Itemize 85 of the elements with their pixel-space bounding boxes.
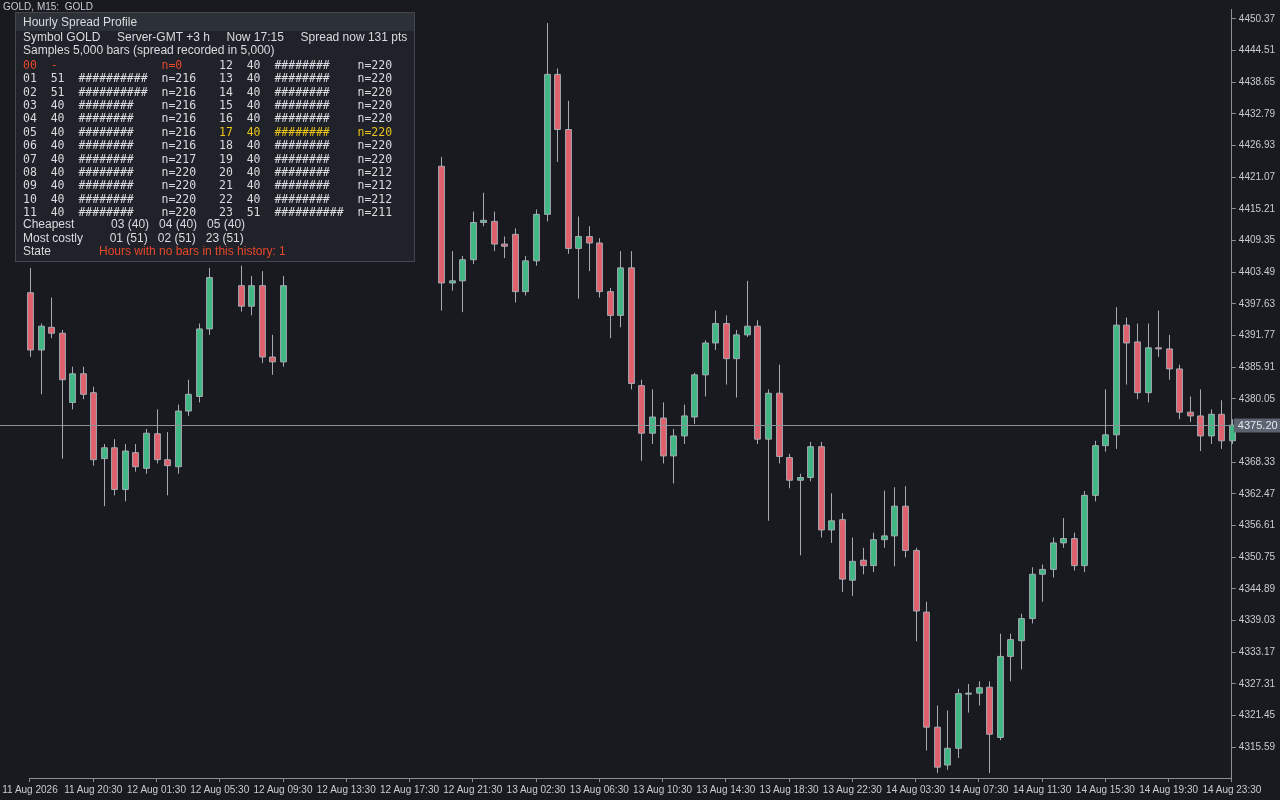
x-tick-label: 13 Aug 22:30 [822,783,883,795]
candlestick [80,366,87,400]
x-tick-label: 12 Aug 01:30 [127,783,187,795]
annotation: 16 40 ######## n=220 [219,111,393,126]
candlestick [786,453,793,489]
y-tick-label: 4321.45 [1238,709,1276,721]
x-tick-label: 13 Aug 10:30 [633,783,693,795]
annotation: 19 40 ######## n=220 [219,151,393,166]
x-tick-label: 14 Aug 19:30 [1139,783,1199,795]
annotation: 10 40 ######## n=220 [23,191,198,206]
annotation: Samples 5,000 bars (spread recorded in 5,000) [22,43,276,58]
x-tick-label: 12 Aug 21:30 [443,783,503,795]
candlestick [797,473,804,556]
x-tick-label: 13 Aug 14:30 [696,783,756,795]
y-tick-label: 4380.05 [1238,392,1276,404]
x-tick-label: 14 Aug 23:30 [1202,783,1262,795]
y-tick-label: 4350.75 [1238,550,1276,562]
x-tick-label: 12 Aug 13:30 [316,783,377,795]
y-tick-label: 4356.61 [1238,519,1276,531]
y-tick-label: 4327.31 [1238,677,1276,689]
y-tick-label: 4415.21 [1238,202,1276,214]
annotation: 14 40 ######## n=220 [219,84,393,99]
annotation: 04 40 ######## n=216 [23,111,198,126]
annotation: 20 40 ######## n=212 [219,164,393,179]
annotation: 05 40 ######## n=216 [23,124,198,139]
annotation: Most costly 01 (51) 02 (51) 23 (51) [22,230,244,246]
annotation: State [23,244,52,259]
x-tick-label: 14 Aug 15:30 [1075,783,1136,795]
y-tick-label: 4397.63 [1238,297,1276,309]
ref-line-label: 4375.20 [1237,418,1278,431]
x-tick-label: 12 Aug 17:30 [380,783,440,795]
x-tick-label: 12 Aug 05:30 [190,783,250,795]
y-tick-label: 4409.35 [1238,234,1276,246]
annotation: Cheapest 03 (40) 04 (40) 05 (40) [22,217,247,232]
annotation: 13 40 ######## n=220 [219,71,393,86]
annotation: 12 40 ######## n=220 [219,57,393,72]
y-tick-label: 4333.17 [1238,646,1276,657]
chart-title: GOLD, M15: GOLD [3,1,94,12]
candlestick [1007,633,1014,682]
candlestick [575,216,582,300]
annotation: 00 - n=0 [23,57,184,72]
y-tick-label: 4421.07 [1238,170,1276,182]
annotation: Symbol GOLD Server-GMT +3 h Now 17:15 Spread now 131 pts [22,30,409,45]
annotation: 15 40 ######## n=220 [219,97,393,112]
y-tick-label: 4315.59 [1238,741,1276,752]
y-tick-label: 4450.37 [1238,12,1276,24]
y-tick-label: 4444.51 [1238,44,1276,56]
x-tick-label: 14 Aug 11:30 [1012,783,1072,795]
y-tick-label: 4403.49 [1238,265,1276,277]
y-tick-label: 4368.33 [1238,455,1276,467]
annotation: 07 40 ######## n=217 [23,151,198,166]
x-tick-label: 11 Aug 20:30 [64,783,123,795]
annotation: 06 40 ######## n=216 [23,138,198,153]
annotation: 01 51 ########## n=216 [23,71,198,86]
annotation: 17 40 ######## n=220 [219,124,393,139]
x-tick-label: 12 Aug 09:30 [253,783,313,795]
annotation: 23 51 ########## n=211 [219,205,393,220]
annotation: 08 40 ######## n=220 [23,164,198,179]
y-tick-label: 4426.93 [1238,139,1276,151]
y-tick-label: 4432.79 [1238,107,1276,119]
candlestick [976,680,983,707]
y-tick-label: 4391.77 [1238,329,1276,341]
y-tick-label: 4362.47 [1238,487,1276,499]
annotation: Hourly Spread Profile [16,13,414,31]
x-tick-label: 13 Aug 06:30 [569,783,630,795]
x-tick-label: 13 Aug 18:30 [759,783,819,795]
annotation: 09 40 ######## n=220 [23,178,198,193]
annotation: 18 40 ######## n=220 [219,138,393,153]
candlestick [238,265,245,313]
x-tick-label: 13 Aug 02:30 [506,783,566,795]
annotation: 21 40 ######## n=212 [219,178,393,193]
x-tick-label: 11 Aug 2026 [2,783,59,795]
y-tick-label: 4385.91 [1238,360,1276,372]
candlestick [607,287,614,339]
x-tick-label: 14 Aug 03:30 [886,783,946,795]
y-tick-label: 4438.65 [1238,75,1276,87]
annotation: Hours with no bars in this history: 1 [99,244,286,259]
annotation: 11 40 ######## n=220 [23,205,198,220]
y-tick-label: 4344.89 [1238,582,1276,594]
annotation: 22 40 ######## n=212 [219,191,393,206]
annotation: 03 40 ######## n=216 [23,97,198,112]
x-tick-label: 14 Aug 07:30 [949,783,1009,795]
annotation: 02 51 ########## n=216 [23,84,198,99]
candlestick [248,275,255,316]
y-tick-label: 4339.03 [1238,614,1276,626]
